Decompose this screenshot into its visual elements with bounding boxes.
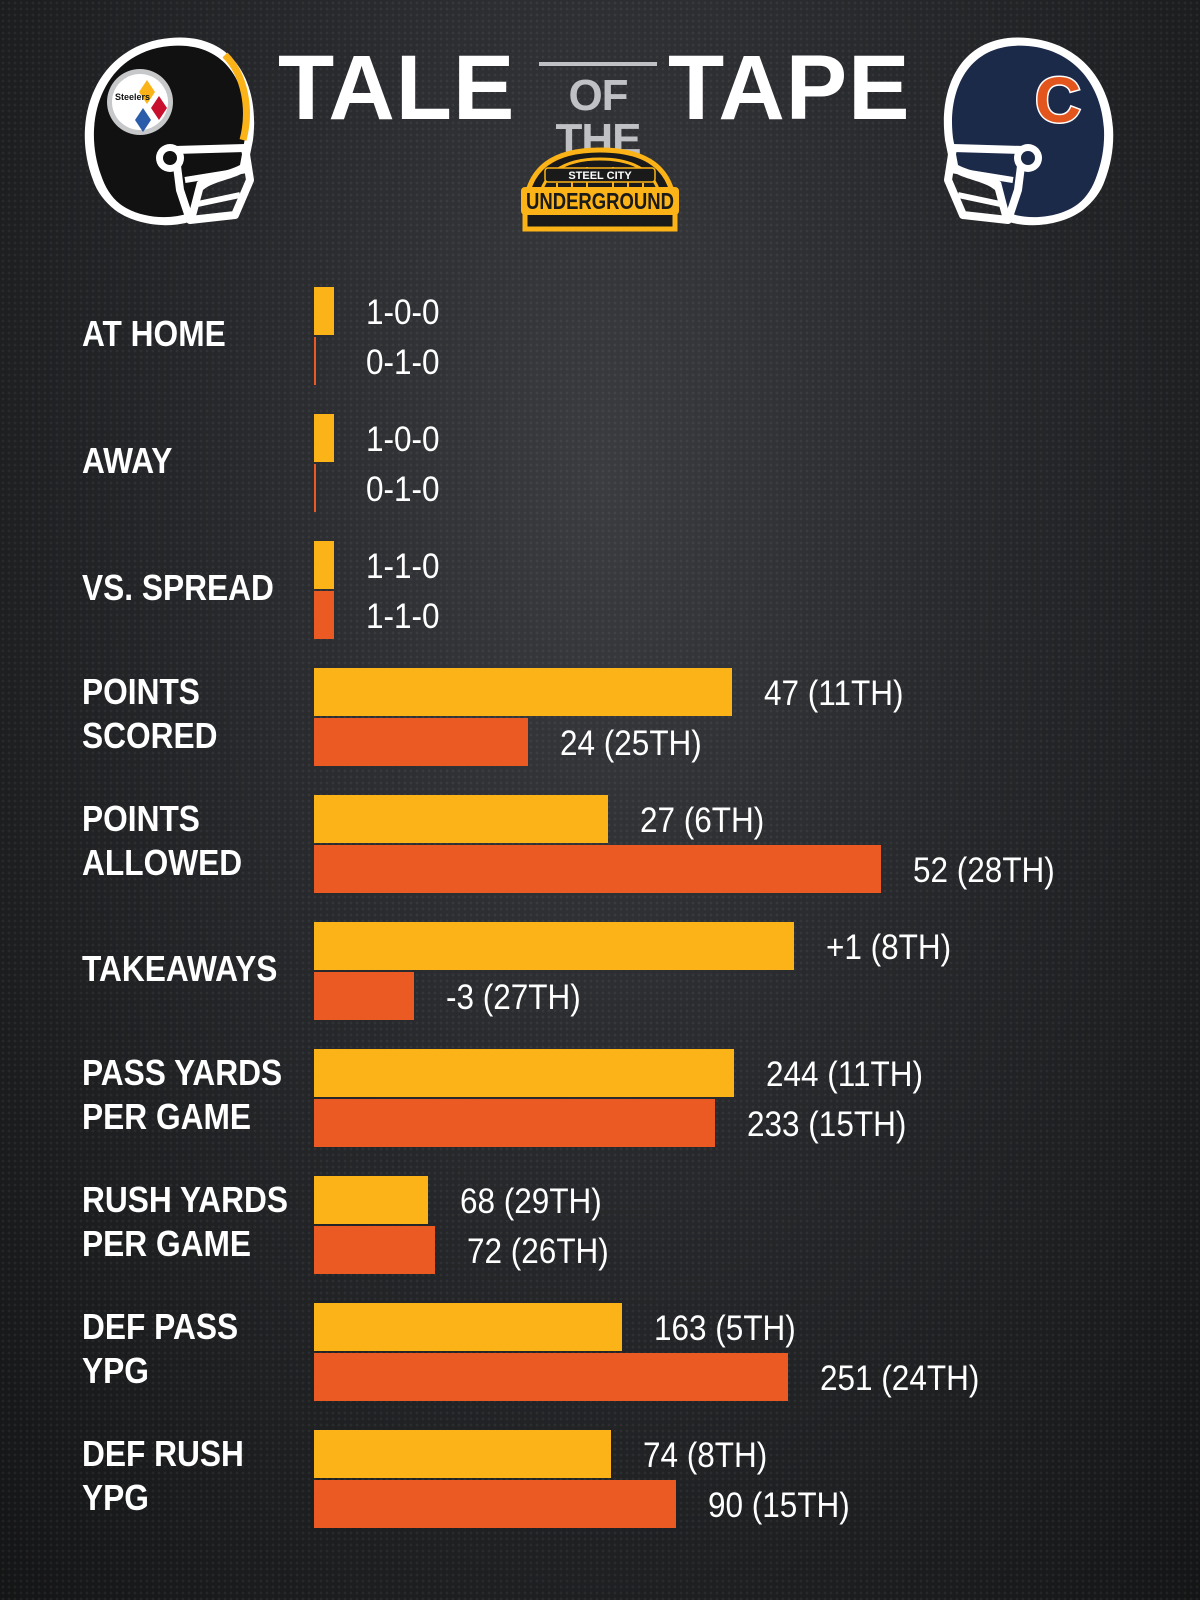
row-points-scored: POINTS SCORED 47 (11TH) 24 (25TH) xyxy=(0,668,1200,778)
value-label-steelers: 1-0-0 xyxy=(366,420,440,459)
row-def-rush: DEF RUSH YPG 74 (8TH) 90 (15TH) xyxy=(0,1430,1200,1540)
title-right: TAPE xyxy=(668,37,911,139)
bar-steelers xyxy=(314,1430,612,1478)
title: TALE OF THE TAPE xyxy=(0,30,1200,162)
value-label-steelers: 163 (5TH) xyxy=(654,1309,796,1348)
value-label-bears: 0-1-0 xyxy=(366,470,440,509)
row-rush-yards: RUSH YARDS PER GAME 68 (29TH) 72 (26TH) xyxy=(0,1176,1200,1286)
value-label-bears: 72 (26TH) xyxy=(466,1232,609,1271)
category-label-line: VS. SPREAD xyxy=(82,567,274,608)
value-label-bears: 52 (28TH) xyxy=(912,851,1055,890)
bar-bears xyxy=(314,845,881,893)
value-label-steelers: 27 (6TH) xyxy=(640,801,765,840)
bar-steelers xyxy=(314,795,609,843)
row-points-allowed: POINTS ALLOWED 27 (6TH) 52 (28TH) xyxy=(0,795,1200,905)
category-label-line: PASS YARDS xyxy=(82,1052,283,1093)
category-label: POINTS SCORED xyxy=(82,670,218,758)
category-label: DEF RUSH YPG xyxy=(82,1432,244,1520)
category-label: AT HOME xyxy=(82,312,226,356)
bar-bears xyxy=(314,464,316,512)
value-label-steelers: 1-1-0 xyxy=(366,547,440,586)
bar-bears xyxy=(314,337,316,385)
category-label-line: DEF PASS xyxy=(82,1306,239,1347)
bar-bears xyxy=(314,1480,676,1528)
value-label-steelers: 47 (11TH) xyxy=(764,674,904,713)
value-label-bears: 1-1-0 xyxy=(366,597,440,636)
row-at-home: AT HOME 1-0-0 0-1-0 xyxy=(0,287,1200,397)
value-label-steelers: 244 (11TH) xyxy=(765,1055,923,1094)
category-label-line: PER GAME xyxy=(82,1223,251,1264)
row-vs-spread: VS. SPREAD 1-1-0 1-1-0 xyxy=(0,541,1200,651)
category-label-line: PER GAME xyxy=(82,1096,251,1137)
category-label-line: AT HOME xyxy=(82,313,226,354)
row-def-pass: DEF PASS YPG 163 (5TH) 251 (24TH) xyxy=(0,1303,1200,1413)
row-takeaways: TAKEAWAYS +1 (8TH) -3 (27TH) xyxy=(0,922,1200,1032)
bar-steelers xyxy=(314,1176,429,1224)
logo-line1: STEEL CITY xyxy=(568,170,632,182)
category-label: PASS YARDS PER GAME xyxy=(82,1051,282,1139)
value-label-steelers: +1 (8TH) xyxy=(826,928,952,967)
category-label-line: AWAY xyxy=(82,440,173,481)
helmet-right-text: C xyxy=(1035,64,1081,136)
category-label-line: ALLOWED xyxy=(82,842,243,883)
category-label: POINTS ALLOWED xyxy=(82,797,242,885)
category-label-line: RUSH YARDS xyxy=(82,1179,288,1220)
bar-bears xyxy=(314,718,528,766)
row-away: AWAY 1-0-0 0-1-0 xyxy=(0,414,1200,524)
category-label: TAKEAWAYS xyxy=(82,947,277,991)
bar-steelers xyxy=(314,1303,623,1351)
steel-city-underground-logo: STEEL CITY UNDERGROUND xyxy=(521,147,679,232)
value-label-steelers: 68 (29TH) xyxy=(460,1182,603,1221)
category-label: RUSH YARDS PER GAME xyxy=(82,1178,288,1266)
value-label-steelers: 74 (8TH) xyxy=(643,1436,768,1475)
value-label-bears: 24 (25TH) xyxy=(559,724,702,763)
value-label-bears: 251 (24TH) xyxy=(820,1359,980,1398)
title-left: TALE xyxy=(278,37,516,139)
bar-steelers xyxy=(314,287,334,335)
value-label-bears: 0-1-0 xyxy=(366,343,440,382)
bar-steelers xyxy=(314,922,794,970)
bar-steelers xyxy=(314,1049,734,1097)
steelers-helmet-icon: Steelers xyxy=(84,37,255,226)
bar-bears xyxy=(314,1099,715,1147)
title-mid: OF THE xyxy=(535,62,661,162)
bar-steelers xyxy=(314,414,334,462)
category-label-line: TAKEAWAYS xyxy=(82,948,278,989)
bar-bears xyxy=(314,591,334,639)
bar-steelers xyxy=(314,668,733,716)
category-label-line: DEF RUSH xyxy=(82,1433,244,1474)
category-label: DEF PASS YPG xyxy=(82,1305,238,1393)
value-label-bears: 233 (15TH) xyxy=(746,1105,907,1144)
category-label: AWAY xyxy=(82,439,172,483)
bar-bears xyxy=(314,972,414,1020)
bar-bears xyxy=(314,1353,789,1401)
category-label-line: SCORED xyxy=(82,715,218,756)
value-label-bears: 90 (15TH) xyxy=(707,1486,850,1525)
row-pass-yards: PASS YARDS PER GAME 244 (11TH) 233 (15TH) xyxy=(0,1049,1200,1159)
category-label-line: YPG xyxy=(82,1477,149,1518)
category-label-line: YPG xyxy=(82,1350,149,1391)
category-label-line: POINTS xyxy=(82,671,200,712)
bears-helmet-icon: C xyxy=(943,37,1114,226)
logo-line2: UNDERGROUND xyxy=(526,188,674,214)
category-label: VS. SPREAD xyxy=(82,566,274,610)
bar-bears xyxy=(314,1226,435,1274)
value-label-bears: -3 (27TH) xyxy=(446,978,581,1017)
category-label-line: POINTS xyxy=(82,798,200,839)
bar-steelers xyxy=(314,541,334,589)
value-label-steelers: 1-0-0 xyxy=(366,293,440,332)
helmet-left-text: Steelers xyxy=(115,92,150,102)
